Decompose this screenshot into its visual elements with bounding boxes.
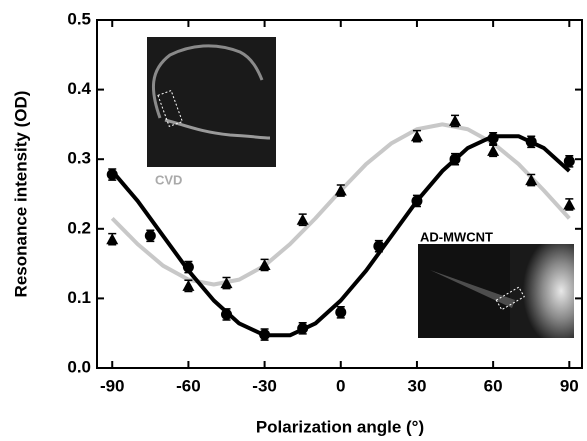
- circle-marker: [182, 261, 194, 273]
- x-tick-label: 60: [484, 376, 503, 395]
- inset-cvd: [147, 37, 276, 167]
- circle-marker: [563, 155, 575, 167]
- circle-marker: [335, 306, 347, 318]
- inset-label: CVD: [155, 172, 182, 187]
- x-tick-label: 0: [336, 376, 345, 395]
- y-tick-label: 0.3: [67, 149, 91, 168]
- x-tick-label: -90: [100, 376, 125, 395]
- triangle-marker: [410, 130, 423, 142]
- circle-marker: [373, 240, 385, 252]
- triangle-marker: [525, 174, 538, 186]
- y-axis-label: Resonance intensity (OD): [11, 91, 30, 298]
- triangle-marker: [182, 279, 195, 291]
- y-tick-label: 0.4: [67, 79, 91, 98]
- triangle-marker: [106, 233, 119, 245]
- circle-marker: [106, 169, 118, 181]
- triangle-marker: [334, 184, 347, 196]
- circle-marker: [297, 322, 309, 334]
- y-tick-label: 0.1: [67, 288, 91, 307]
- circle-marker: [144, 230, 156, 242]
- x-axis-label: Polarization angle (°): [256, 417, 424, 436]
- y-tick-label: 0.2: [67, 218, 91, 237]
- triangle-marker: [220, 277, 233, 289]
- y-tick-label: 0.5: [67, 9, 91, 28]
- x-tick-label: -60: [176, 376, 201, 395]
- triangle-marker: [449, 114, 462, 126]
- inset-ad-mwcnt: [418, 244, 574, 338]
- plot-frame: [96, 19, 583, 369]
- circle-marker: [487, 132, 499, 144]
- x-tick-label: 90: [560, 376, 579, 395]
- triangle-marker: [296, 213, 309, 225]
- triangle-marker: [258, 258, 271, 270]
- circle-marker: [259, 329, 271, 341]
- triangle-marker: [563, 198, 576, 210]
- inset-label: AD-MWCNT: [420, 229, 493, 244]
- circle-marker: [221, 308, 233, 320]
- circle-marker: [525, 136, 537, 148]
- triangle-marker: [487, 144, 500, 156]
- y-tick-label: 0.0: [67, 357, 91, 376]
- circle-marker: [411, 195, 423, 207]
- circle-marker: [449, 153, 461, 165]
- x-tick-label: -30: [252, 376, 277, 395]
- x-tick-label: 30: [407, 376, 426, 395]
